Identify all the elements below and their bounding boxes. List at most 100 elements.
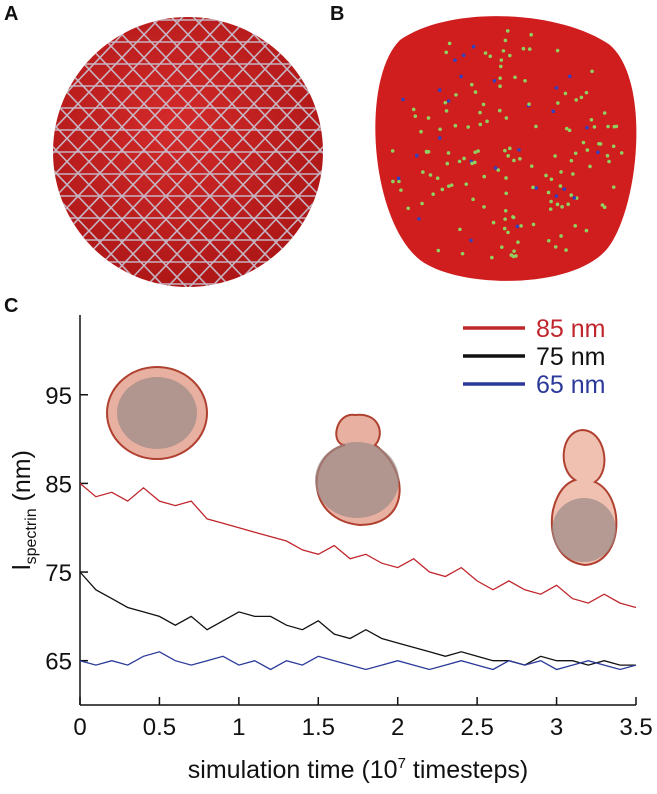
dot: [573, 151, 578, 156]
dot: [503, 148, 507, 153]
dot: [449, 183, 454, 187]
series-line: [79, 482, 637, 609]
dot: [572, 196, 577, 200]
y-tick-label: 75: [45, 560, 72, 587]
x-label-text: simulation time (10: [188, 756, 398, 784]
mesh-edge: [53, 17, 323, 287]
dot: [482, 205, 486, 209]
dot: [453, 58, 457, 63]
dot: [585, 148, 590, 152]
dot: [445, 161, 450, 166]
dot: [558, 184, 563, 188]
inset-cell: [106, 366, 618, 567]
dot: [598, 142, 603, 146]
mesh-edge: [53, 17, 323, 287]
dot: [546, 238, 551, 243]
dot: [446, 99, 451, 103]
dot: [436, 248, 441, 253]
x-tick-label: 0: [73, 714, 86, 741]
dot: [458, 227, 462, 232]
dot: [509, 253, 514, 257]
dot: [491, 220, 496, 225]
dot: [531, 185, 535, 190]
cell-surface: [375, 16, 637, 281]
dot: [592, 125, 597, 129]
dot: [457, 159, 462, 164]
x-axis-label: simulation time (107 timesteps): [188, 755, 528, 784]
dot: [546, 190, 551, 195]
dot: [551, 109, 556, 114]
panel-label: C: [4, 295, 18, 317]
dot: [566, 202, 570, 207]
dot: [529, 32, 533, 37]
y-label-sub: spectrin: [23, 508, 40, 564]
dot: [444, 50, 449, 55]
dot: [554, 86, 559, 90]
dot: [556, 101, 560, 105]
dot: [444, 109, 449, 113]
y-tick-label: 65: [45, 649, 72, 676]
y-axis-label: lspectrin (nm): [8, 450, 40, 570]
dot: [466, 125, 470, 129]
dot: [512, 158, 516, 163]
dot: [504, 191, 509, 196]
mesh-edge: [97, 17, 323, 287]
dot: [476, 149, 480, 153]
dot: [424, 149, 429, 154]
dot: [514, 254, 518, 258]
dot: [462, 156, 466, 161]
dot: [529, 164, 534, 168]
mesh-edge: [53, 17, 323, 287]
dot: [560, 205, 564, 209]
mesh-edge: [53, 17, 279, 287]
dot: [602, 205, 607, 210]
dot: [435, 176, 440, 181]
dot: [584, 90, 589, 95]
dot: [483, 51, 488, 55]
dot: [564, 248, 568, 252]
dot: [411, 107, 416, 112]
mesh-edge: [119, 17, 323, 287]
dot: [513, 75, 517, 80]
dot: [446, 184, 451, 188]
dot: [588, 164, 592, 169]
dot: [470, 161, 474, 166]
mesh-edge: [53, 17, 301, 287]
dot: [505, 29, 510, 33]
dot: [459, 74, 463, 79]
dot: [473, 150, 478, 155]
dot: [500, 245, 504, 249]
dot: [461, 53, 466, 58]
dot: [440, 187, 445, 192]
dot: [501, 49, 506, 53]
dot: [503, 217, 507, 221]
dot: [478, 110, 482, 115]
dot: [499, 58, 504, 62]
y-tick-label: 85: [45, 471, 72, 498]
y-label-text: l: [8, 564, 36, 570]
dot: [573, 224, 578, 228]
dot: [581, 140, 586, 145]
x-tick-label: 2.5: [460, 714, 493, 741]
panel-label: B: [330, 3, 344, 25]
dot: [521, 46, 526, 51]
dot: [437, 136, 442, 140]
dot: [515, 224, 520, 229]
dot: [555, 48, 560, 53]
dot: [473, 90, 478, 94]
dot: [544, 173, 548, 178]
dot: [527, 47, 532, 51]
dot: [512, 249, 516, 253]
dot: [584, 228, 589, 233]
x-tick-label: 3: [550, 714, 563, 741]
dot: [391, 179, 395, 184]
dot: [460, 251, 465, 256]
mesh-edge: [53, 17, 323, 287]
x-tick-label: 1: [232, 714, 245, 741]
dot: [447, 41, 452, 46]
dot: [397, 179, 401, 184]
dot: [443, 100, 448, 105]
dot: [508, 53, 512, 58]
dot: [497, 108, 502, 113]
